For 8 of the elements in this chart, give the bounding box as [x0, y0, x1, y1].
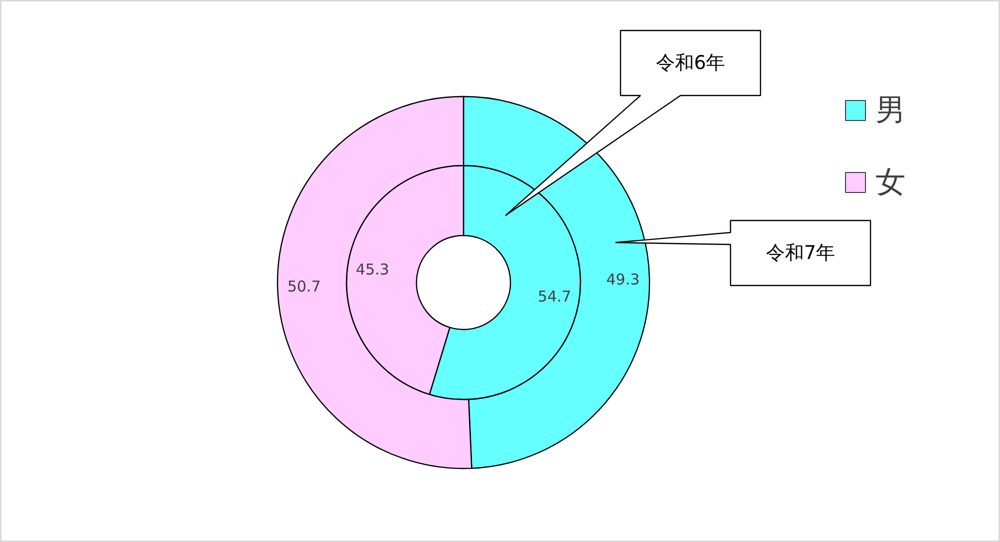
data-label: 50.7 [287, 278, 321, 296]
data-label: 49.3 [606, 270, 640, 288]
data-label: 54.7 [538, 288, 572, 306]
data-label: 45.3 [356, 260, 390, 278]
slice-label: 令和7年 [766, 242, 836, 264]
legend-label: 男 [876, 93, 906, 128]
slice-label: 令和6年 [656, 52, 726, 74]
legend-label: 女 [876, 165, 906, 200]
